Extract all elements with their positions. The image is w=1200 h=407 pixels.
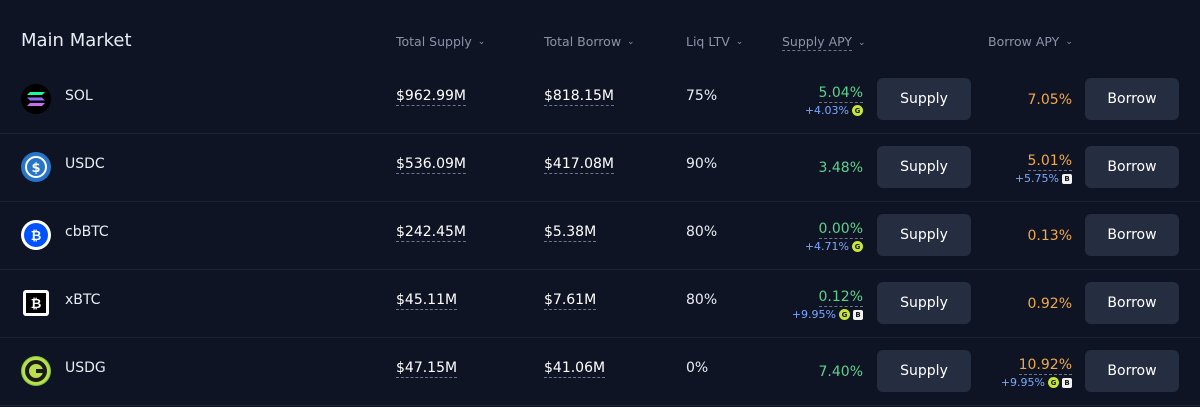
liq-ltv-value: 80% [686, 292, 718, 308]
cbbtc-icon: ₿ [21, 220, 51, 250]
liq-ltv-value: 0% [686, 360, 709, 376]
header-borrow-apy[interactable]: Borrow APY ⌄ [988, 34, 1073, 49]
svg-text:$: $ [31, 161, 40, 176]
supply-apy: 3.48% [818, 160, 863, 176]
total-borrow-value: $818.15M [544, 88, 614, 106]
borrow-button[interactable]: Borrow [1085, 282, 1179, 324]
table-row[interactable]: ₿ cbBTC $242.45M $5.38M 80% 0.00% +4.71%… [0, 202, 1200, 270]
supply-apy: 0.12% +9.95% G B [791, 289, 863, 321]
total-supply-value: $45.11M [396, 292, 458, 310]
supply-button[interactable]: Supply [877, 214, 971, 256]
asset-name: USDC [65, 156, 105, 172]
asset-name: cbBTC [65, 224, 109, 240]
header-liq-ltv[interactable]: Liq LTV ⌄ [686, 34, 744, 49]
chevron-down-icon: ⌄ [1065, 36, 1073, 47]
borrow-button[interactable]: Borrow [1085, 78, 1179, 120]
chevron-down-icon: ⌄ [858, 37, 866, 48]
table-row[interactable]: USDG $47.15M $41.06M 0% 7.40% Supply 10.… [0, 338, 1200, 406]
reward-token-icon: G [1048, 377, 1059, 388]
table-row[interactable]: SOL $962.99M $818.15M 75% 5.04% +4.03% G … [0, 66, 1200, 134]
header-total-supply[interactable]: Total Supply ⌄ [396, 34, 486, 49]
borrow-apy: 5.01% +5.75% B [1014, 153, 1072, 185]
supply-apy: 7.40% [818, 364, 863, 380]
market-title: Main Market [21, 30, 132, 51]
total-supply-value: $47.15M [396, 360, 458, 378]
borrow-button[interactable]: Borrow [1085, 350, 1179, 392]
total-supply-value: $242.45M [396, 224, 466, 242]
table-row[interactable]: $ USDC $536.09M $417.08M 90% 3.48% Suppl… [0, 134, 1200, 202]
reward-token-icon: B [1062, 173, 1072, 184]
supply-button[interactable]: Supply [877, 78, 971, 120]
total-supply-value: $536.09M [396, 156, 466, 174]
borrow-apy: 0.92% [1027, 296, 1072, 312]
total-borrow-value: $5.38M [544, 224, 597, 242]
reward-token-icon: G [852, 241, 863, 252]
asset-name: xBTC [65, 292, 101, 308]
header-supply-apy[interactable]: Supply APY ⌄ [782, 34, 866, 51]
borrow-apy: 7.05% [1027, 92, 1072, 108]
borrow-button[interactable]: Borrow [1085, 214, 1179, 256]
liq-ltv-value: 90% [686, 156, 718, 172]
liq-ltv-value: 75% [686, 88, 718, 104]
reward-token-icon: B [1062, 377, 1072, 388]
total-borrow-value: $7.61M [544, 292, 597, 310]
total-borrow-value: $417.08M [544, 156, 614, 174]
total-supply-value: $962.99M [396, 88, 466, 106]
reward-token-icon: G [839, 309, 850, 320]
reward-token-icon: B [853, 309, 863, 320]
asset-name: USDG [65, 360, 106, 376]
chevron-down-icon: ⌄ [627, 36, 635, 47]
supply-apy: 5.04% +4.03% G [804, 85, 863, 117]
borrow-apy: 0.13% [1027, 228, 1072, 244]
total-borrow-value: $41.06M [544, 360, 606, 378]
supply-button[interactable]: Supply [877, 282, 971, 324]
borrow-apy: 10.92% +9.95% G B [1000, 357, 1072, 389]
chevron-down-icon: ⌄ [735, 36, 744, 47]
usdg-icon [21, 356, 51, 386]
usdc-icon: $ [21, 152, 51, 182]
reward-token-icon: G [852, 105, 863, 116]
supply-button[interactable]: Supply [877, 146, 971, 188]
header-total-borrow[interactable]: Total Borrow ⌄ [544, 34, 635, 49]
sol-icon [21, 84, 51, 114]
table-row[interactable]: ₿ xBTC $45.11M $7.61M 80% 0.12% +9.95% G B… [0, 270, 1200, 338]
supply-apy: 0.00% +4.71% G [804, 221, 863, 253]
liq-ltv-value: 80% [686, 224, 718, 240]
asset-name: SOL [65, 88, 93, 104]
chevron-down-icon: ⌄ [477, 36, 486, 47]
xbtc-icon: ₿ [23, 290, 49, 316]
borrow-button[interactable]: Borrow [1085, 146, 1179, 188]
svg-text:₿: ₿ [31, 229, 42, 244]
svg-text:₿: ₿ [31, 297, 42, 312]
supply-button[interactable]: Supply [877, 350, 971, 392]
